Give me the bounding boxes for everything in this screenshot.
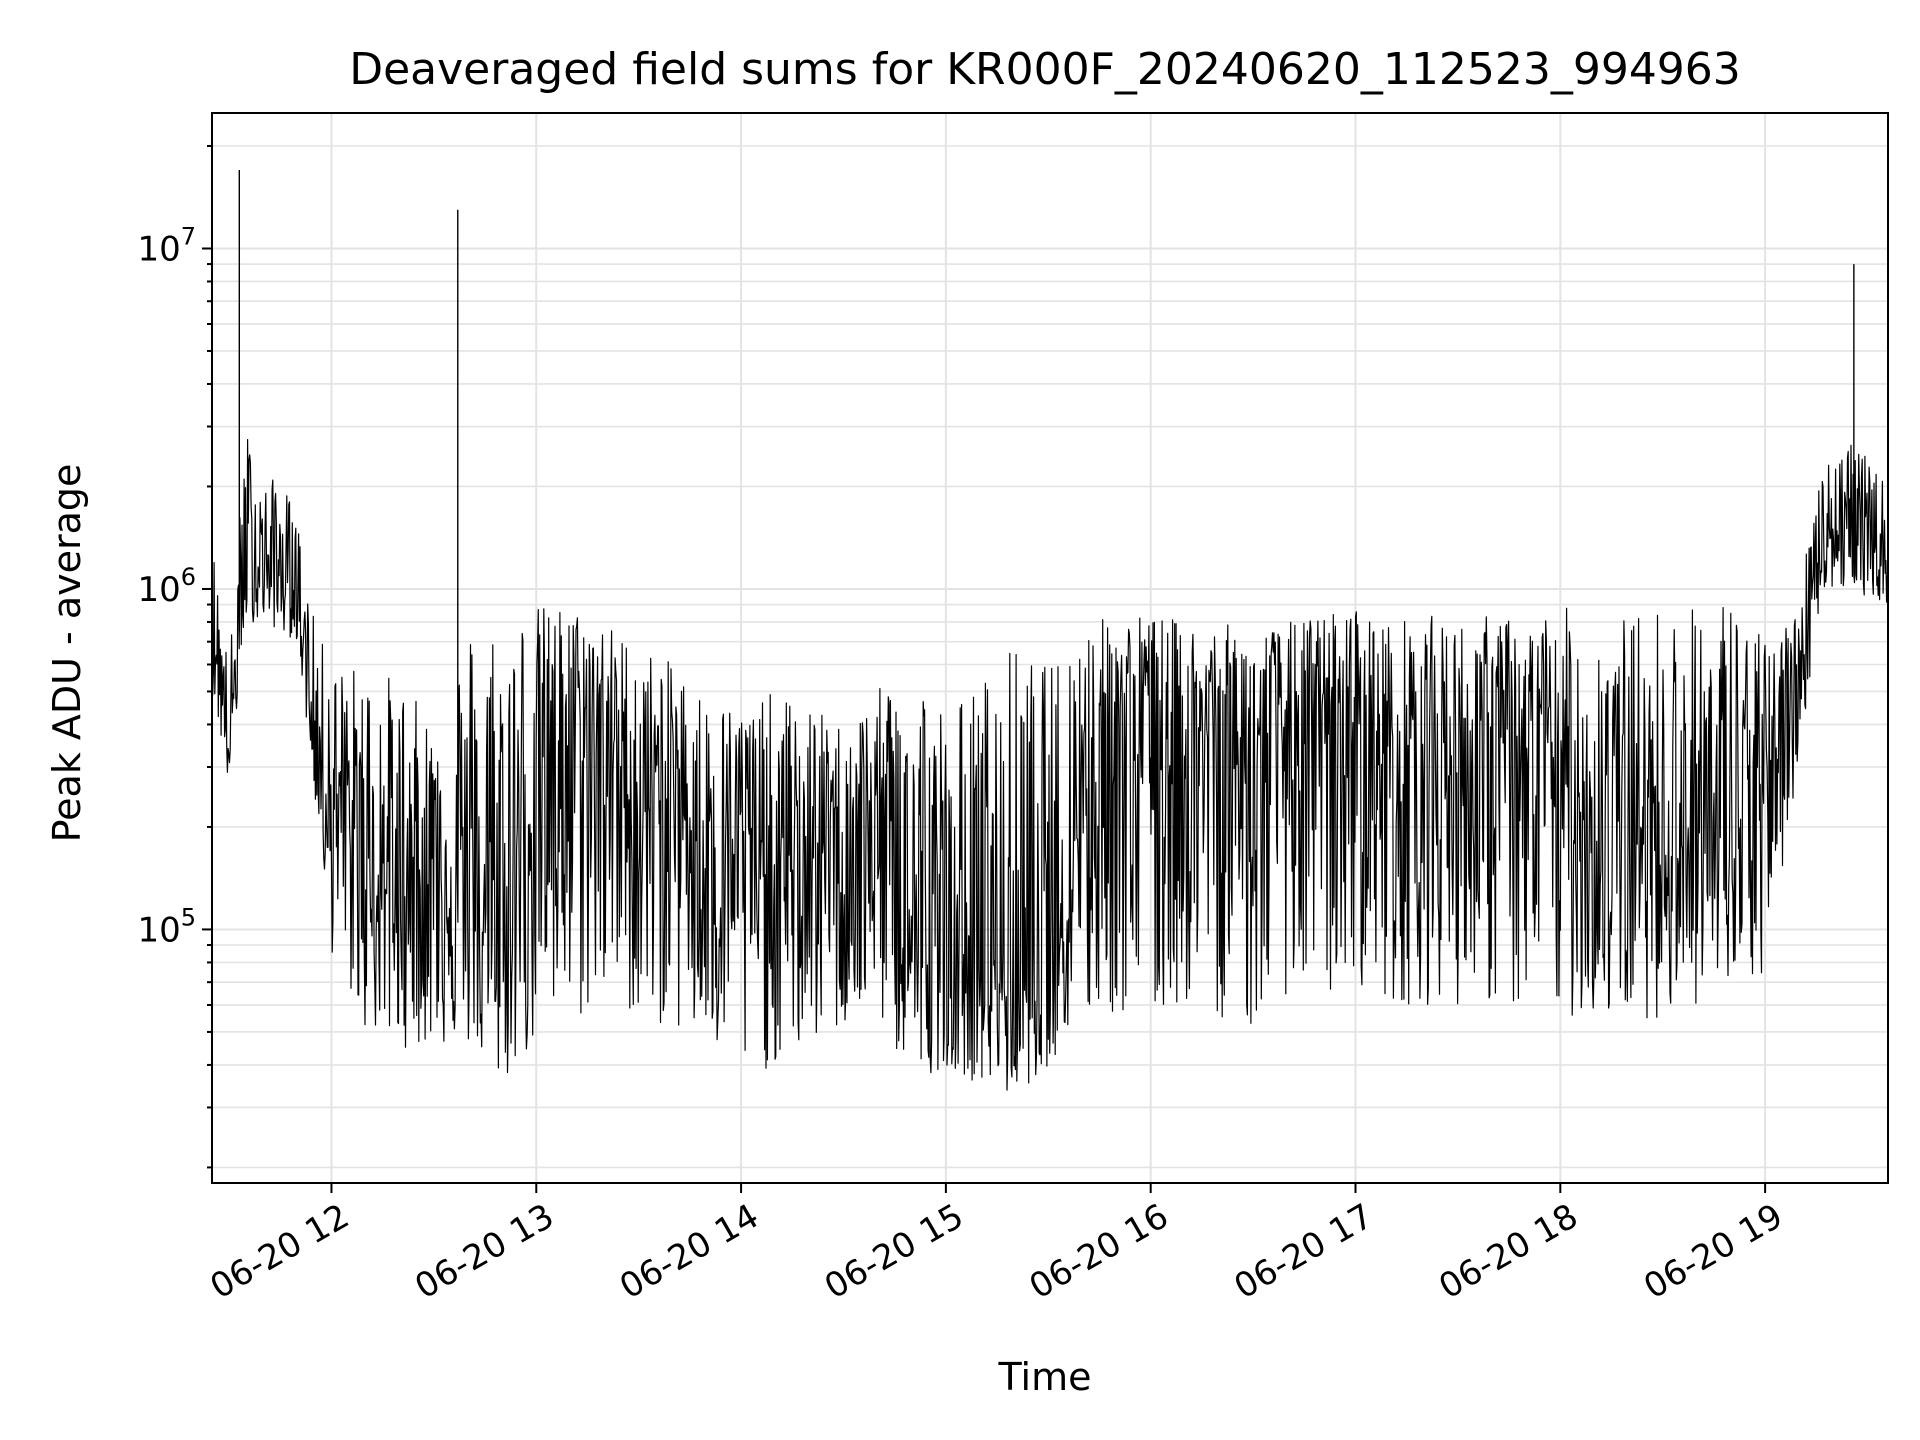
x-tick-label: 06-20 12 — [204, 1196, 356, 1307]
x-tick-label: 06-20 19 — [1637, 1196, 1789, 1307]
y-tick-label: 106 — [137, 563, 196, 610]
x-tick-label: 06-20 15 — [818, 1196, 970, 1307]
y-tick-label: 107 — [137, 222, 196, 269]
x-tick-label: 06-20 17 — [1228, 1196, 1380, 1307]
y-tick-exponent: 7 — [181, 222, 196, 250]
chart-title: Deaveraged field sums for KR000F_2024062… — [349, 44, 1741, 95]
y-tick-base: 10 — [137, 570, 180, 610]
x-axis-ticks: 06-20 12 06-20 13 06-20 14 06-20 15 06-20 16… — [204, 1183, 1790, 1307]
plot-area — [211, 170, 1889, 1091]
x-tick-label: 06-20 16 — [1023, 1196, 1175, 1307]
x-axis-label: Time — [998, 1355, 1092, 1399]
y-tick-label: 105 — [137, 903, 196, 950]
plot-frame — [211, 112, 1889, 1184]
y-tick-base: 10 — [137, 229, 180, 269]
y-axis-label: Peak ADU - average — [45, 464, 89, 843]
y-tick-exponent: 6 — [181, 563, 196, 591]
x-tick-label: 06-20 18 — [1432, 1196, 1584, 1307]
y-tick-exponent: 5 — [181, 903, 196, 931]
x-tick-label: 06-20 14 — [613, 1196, 765, 1307]
x-tick-label: 06-20 13 — [408, 1196, 560, 1307]
data-series-line — [211, 439, 1889, 1091]
y-tick-base: 10 — [137, 910, 180, 950]
